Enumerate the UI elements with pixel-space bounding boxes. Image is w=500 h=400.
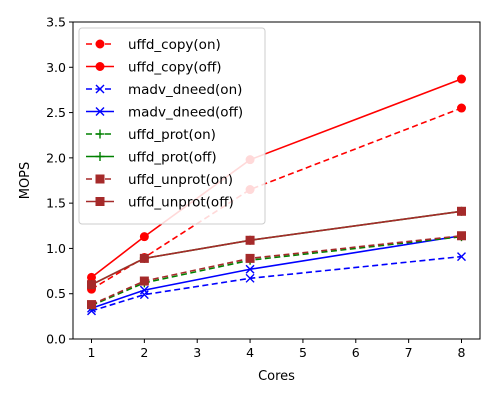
y-axis: 0.0 0.5 1.0 1.5 2.0 2.5 3.0 3.5 xyxy=(46,15,73,347)
legend-swatch-marker xyxy=(95,39,105,49)
y-tick-label: 3.0 xyxy=(46,60,66,75)
x-tick-label: 3 xyxy=(193,345,201,360)
data-point xyxy=(457,206,466,216)
x-axis-label: Cores xyxy=(258,369,295,384)
data-point xyxy=(457,74,466,84)
legend-label: madv_dneed(off) xyxy=(128,105,243,121)
legend-label: madv_dneed(on) xyxy=(128,82,242,98)
y-tick-label: 0.5 xyxy=(46,286,66,301)
data-point xyxy=(245,253,255,263)
legend-label: uffd_prot(on) xyxy=(128,127,216,143)
data-point xyxy=(457,103,466,113)
x-tick-label: 4 xyxy=(246,345,254,360)
x-tick-label: 2 xyxy=(140,345,148,360)
y-tick-label: 2.5 xyxy=(46,105,66,120)
legend-label: uffd_copy(off) xyxy=(128,60,222,76)
series-line xyxy=(91,255,462,312)
y-tick-label: 3.5 xyxy=(46,15,66,30)
x-tick-label: 7 xyxy=(405,345,413,360)
y-axis-label: MOPS xyxy=(18,162,33,200)
legend-swatch-marker xyxy=(95,152,105,161)
legend-swatch-marker xyxy=(95,129,105,139)
legend-label: uffd_unprot(on) xyxy=(128,172,233,188)
legend-item-uffd-prot-on: uffd_prot(on) xyxy=(86,127,216,143)
legend-label: uffd_prot(off) xyxy=(128,150,217,166)
legend-label: uffd_copy(on) xyxy=(128,37,221,53)
legend-box xyxy=(78,27,266,225)
y-tick-label: 2.0 xyxy=(46,150,66,165)
legend-swatch-marker xyxy=(95,174,105,184)
series-uffd-unprot-on xyxy=(87,231,466,310)
x-tick-label: 8 xyxy=(458,345,466,360)
legend-item-madv-dneed-on: madv_dneed(on) xyxy=(86,82,242,98)
legend-label: uffd_unprot(off) xyxy=(128,195,234,211)
legend-item-uffd-copy-off: uffd_copy(off) xyxy=(86,60,222,76)
legend-item-uffd-unprot-off: uffd_unprot(off) xyxy=(86,195,234,211)
y-tick-label: 0.0 xyxy=(46,332,66,347)
data-point xyxy=(457,231,466,241)
x-tick-label: 6 xyxy=(352,345,360,360)
series-line xyxy=(91,210,462,286)
data-point xyxy=(139,285,149,295)
legend-item-madv-dneed-off: madv_dneed(off) xyxy=(86,105,243,121)
legend-item-uffd-copy-on: uffd_copy(on) xyxy=(86,37,221,53)
x-axis: 1 2 3 4 5 6 7 8 xyxy=(88,339,466,360)
data-point xyxy=(457,252,466,262)
series-line xyxy=(91,234,462,306)
y-tick-label: 1.5 xyxy=(46,196,66,211)
legend-swatch-marker xyxy=(95,62,105,71)
legend-swatch-marker xyxy=(95,84,105,94)
series-uffd-unprot-off xyxy=(87,206,466,290)
plot-frame xyxy=(72,21,481,340)
legend: uffd_copy(on) uffd_copy(off) madv_dneed(on… xyxy=(78,27,266,225)
series-line xyxy=(91,235,462,307)
y-tick-label: 1.0 xyxy=(46,241,66,256)
data-point xyxy=(245,264,255,274)
data-point xyxy=(245,235,255,245)
series-madv-dneed-off xyxy=(87,231,466,313)
data-point xyxy=(87,280,96,290)
x-tick-label: 5 xyxy=(299,345,307,360)
data-point xyxy=(87,300,96,310)
legend-item-uffd-prot-off: uffd_prot(off) xyxy=(86,150,217,166)
legend-swatch-marker xyxy=(95,107,105,116)
data-point xyxy=(139,232,149,242)
data-point xyxy=(139,253,149,263)
legend-swatch-marker xyxy=(95,197,105,206)
series-line xyxy=(91,234,462,309)
data-point xyxy=(245,273,255,283)
x-tick-label: 1 xyxy=(88,345,96,360)
data-point xyxy=(139,276,149,286)
legend-item-uffd-unprot-on: uffd_unprot(on) xyxy=(86,172,233,188)
